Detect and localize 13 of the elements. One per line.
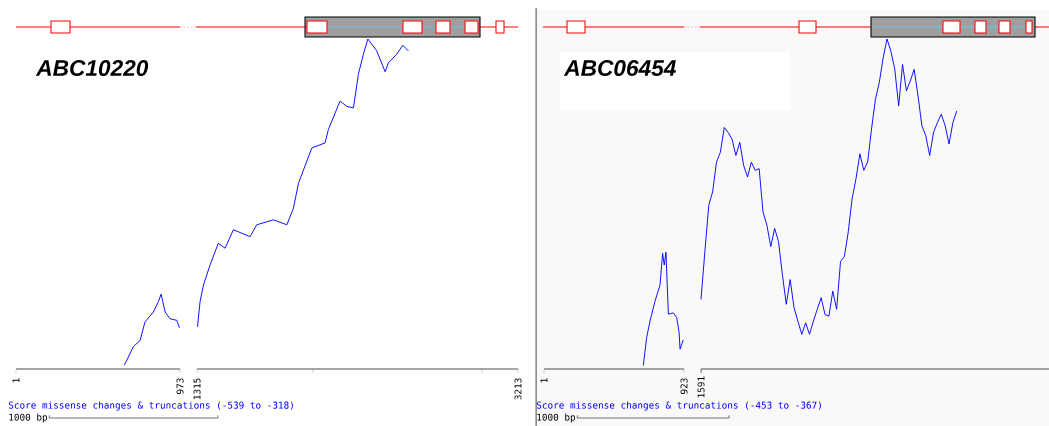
x-tick-label: 923 [680, 378, 688, 394]
text: 1000 bp [537, 413, 576, 423]
text: 1591 [697, 376, 705, 398]
text: Score missense changes & truncations (-539 to -318) [8, 401, 293, 411]
x-tick-label: 973 [176, 378, 184, 394]
x-tick-label: 3213 [514, 378, 522, 400]
x-tick-label: 1 [12, 378, 20, 383]
x-tick-label: 1315 [193, 378, 201, 400]
chart-title: ABC10220 [35, 59, 149, 77]
x-tick-label: 1 [540, 378, 548, 383]
text: Score missense changes & truncations (-453 to -367) [536, 401, 821, 411]
text: 1000 bp [9, 413, 48, 423]
chart-title: ABC06454 [563, 59, 676, 77]
